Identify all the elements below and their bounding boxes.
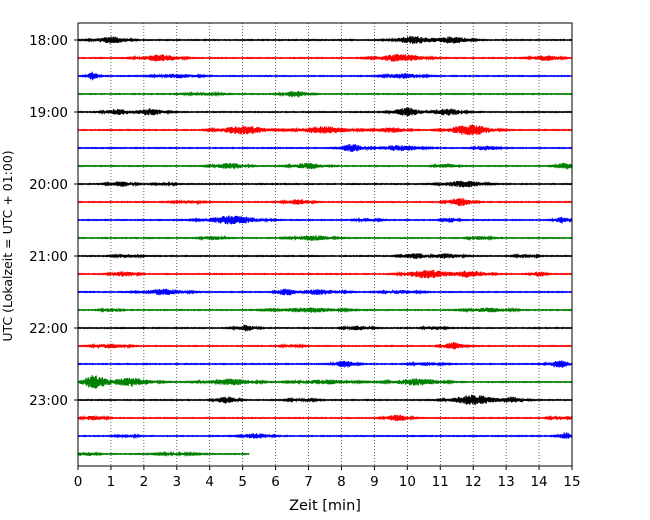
x-tick-label: 10	[399, 474, 416, 490]
y-tick-label: 18:00	[29, 33, 68, 49]
x-tick-label: 11	[432, 474, 449, 490]
x-tick-label: 7	[304, 474, 313, 490]
seismic-trace	[77, 90, 573, 98]
x-tick-label: 2	[140, 474, 149, 490]
x-tick-label: 3	[173, 474, 182, 490]
seismic-trace	[77, 162, 573, 170]
y-axis-label: UTC (Lokalzeit = UTC + 01:00)	[0, 150, 15, 341]
seismic-trace	[77, 288, 573, 296]
seismic-trace	[77, 269, 573, 279]
x-axis-ticks: 0 1 2 3 4 5 6 7 8 9 10 11 12 13 14 15	[74, 466, 581, 490]
seismic-trace	[77, 124, 573, 136]
x-tick-label: 9	[370, 474, 379, 490]
plot-frame	[77, 22, 573, 467]
x-tick-label: 6	[271, 474, 280, 490]
x-tick-label: 14	[530, 474, 547, 490]
seismic-trace	[77, 234, 573, 241]
x-tick-label: 8	[337, 474, 346, 490]
y-tick-label: 21:00	[29, 249, 68, 265]
seismic-trace	[77, 143, 573, 152]
x-tick-label: 12	[465, 474, 482, 490]
x-tick-label: 1	[107, 474, 116, 490]
y-tick-label: 19:00	[29, 105, 68, 121]
x-axis-label: Zeit [min]	[289, 498, 361, 514]
x-tick-label: 13	[498, 474, 515, 490]
seismic-trace	[77, 180, 573, 188]
y-tick-label: 20:00	[29, 177, 68, 193]
seismic-trace	[77, 324, 573, 332]
x-tick-label: 15	[563, 474, 580, 490]
x-tick-label: 4	[205, 474, 214, 490]
seismic-trace	[77, 252, 573, 260]
x-tick-label: 0	[74, 474, 83, 490]
vertical-gridlines	[110, 23, 540, 466]
seismic-trace	[77, 450, 250, 458]
x-tick-label: 5	[238, 474, 247, 490]
seismic-trace	[77, 215, 573, 225]
seismic-trace	[77, 36, 573, 45]
seismic-trace	[77, 307, 573, 314]
seismic-trace	[77, 107, 573, 117]
seismic-trace	[77, 342, 573, 350]
seismic-trace	[77, 394, 573, 406]
y-tick-label: 23:00	[29, 393, 68, 409]
seismic-trace	[77, 360, 573, 368]
y-tick-label: 22:00	[29, 321, 68, 337]
seismic-traces	[77, 36, 573, 458]
seismic-trace	[77, 53, 573, 62]
seismic-trace	[77, 414, 573, 422]
seismic-trace	[77, 71, 573, 81]
seismic-trace	[77, 432, 573, 440]
seismic-trace	[77, 198, 573, 207]
seismic-trace	[77, 375, 573, 389]
y-axis-ticks: 18:00 19:00 20:00 21:00 22:00 23:00	[29, 33, 78, 409]
